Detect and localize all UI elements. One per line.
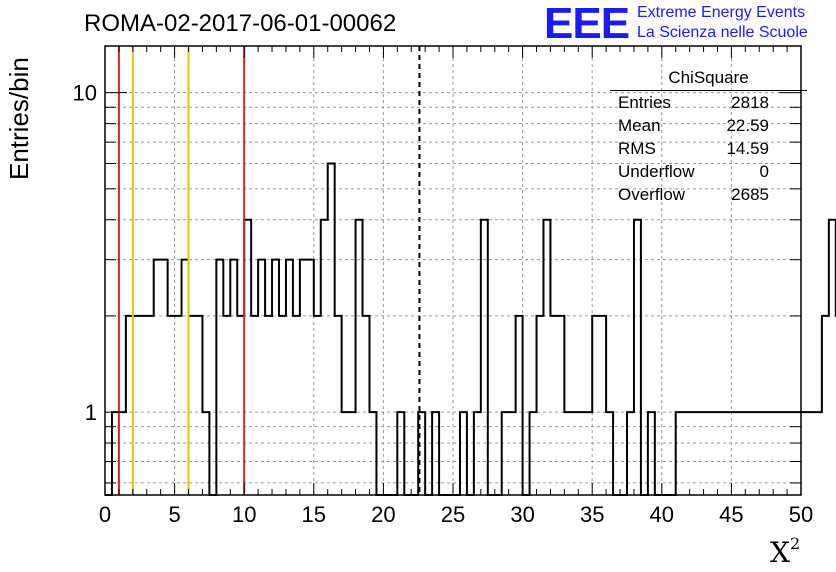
x-tick-label: 45 [719,502,743,527]
stats-key: Overflow [618,185,686,204]
x-tick-label: 25 [441,502,465,527]
stats-key: Mean [618,116,661,135]
stats-value: 22.59 [726,116,769,135]
x-axis-label-base: X [770,536,790,569]
chart-title: ROMA-02-2017-06-01-00062 [84,10,397,37]
y-tick-label: 1 [85,400,97,425]
x-tick-label: 5 [168,502,180,527]
stats-divider [610,90,807,91]
stats-title: ChiSquare [668,68,749,87]
stats-value: 14.59 [726,139,769,158]
stats-row-rms: RMS 14.59 [618,139,769,161]
y-tick-label: 10 [73,81,97,106]
eee-logo: EEE [544,0,630,48]
stats-key: Underflow [618,162,695,181]
stats-key: RMS [618,139,656,158]
stats-row-overflow: Overflow 2685 [618,185,769,207]
x-tick-label: 20 [371,502,395,527]
x-tick-label: 30 [510,502,534,527]
x-axis-label: X2 [770,534,801,569]
x-tick-label: 10 [232,502,256,527]
stats-value: 0 [759,162,769,181]
stats-box: ChiSquare Entries 2818 Mean 22.59 RMS 14.59… [610,66,807,216]
stats-key: Entries [618,93,671,112]
x-tick-label: 35 [580,502,604,527]
logo-line-1: Extreme Energy Events [637,4,806,21]
stats-value: 2685 [731,185,769,204]
x-tick-label: 0 [99,502,111,527]
x-tick-label: 40 [650,502,674,527]
x-tick-label: 15 [302,502,326,527]
x-tick-label: 50 [789,502,813,527]
stats-value: 2818 [731,93,769,112]
x-axis-label-superscript: 2 [789,534,801,553]
y-axis-label: Entries/bin [4,57,34,180]
histogram-series [105,162,836,496]
stats-row-entries: Entries 2818 [618,93,769,115]
logo-line-2: La Scienza nelle Scuole [637,24,808,41]
stats-row-underflow: Underflow 0 [618,162,769,184]
stats-row-mean: Mean 22.59 [618,116,769,138]
